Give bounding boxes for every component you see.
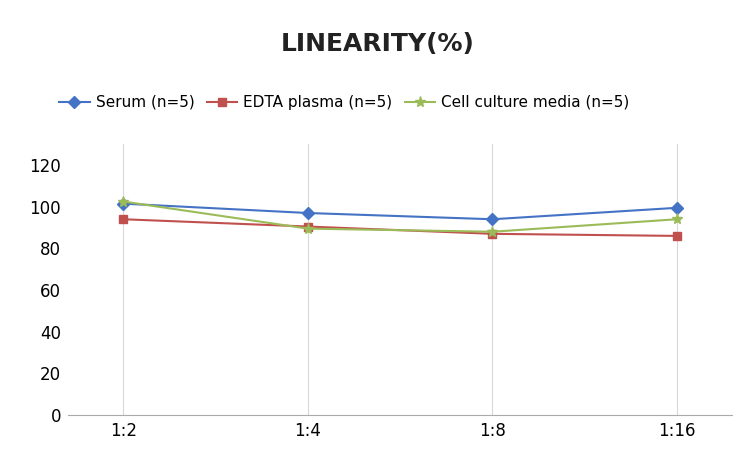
Serum (n=5)	[673, 205, 682, 211]
Cell culture media (n=5)	[488, 229, 497, 235]
Cell culture media (n=5)	[119, 199, 128, 204]
EDTA plasma (n=5)	[488, 231, 497, 236]
Line: EDTA plasma (n=5): EDTA plasma (n=5)	[119, 215, 681, 240]
Line: Cell culture media (n=5): Cell culture media (n=5)	[118, 196, 683, 237]
Legend: Serum (n=5), EDTA plasma (n=5), Cell culture media (n=5): Serum (n=5), EDTA plasma (n=5), Cell cul…	[53, 89, 636, 116]
Line: Serum (n=5): Serum (n=5)	[119, 199, 681, 223]
EDTA plasma (n=5)	[304, 224, 313, 229]
Serum (n=5)	[488, 216, 497, 222]
Serum (n=5)	[304, 210, 313, 216]
EDTA plasma (n=5)	[673, 233, 682, 239]
EDTA plasma (n=5)	[119, 216, 128, 222]
Cell culture media (n=5)	[304, 226, 313, 231]
Cell culture media (n=5)	[673, 216, 682, 222]
Serum (n=5)	[119, 201, 128, 207]
Text: LINEARITY(%): LINEARITY(%)	[281, 32, 474, 55]
